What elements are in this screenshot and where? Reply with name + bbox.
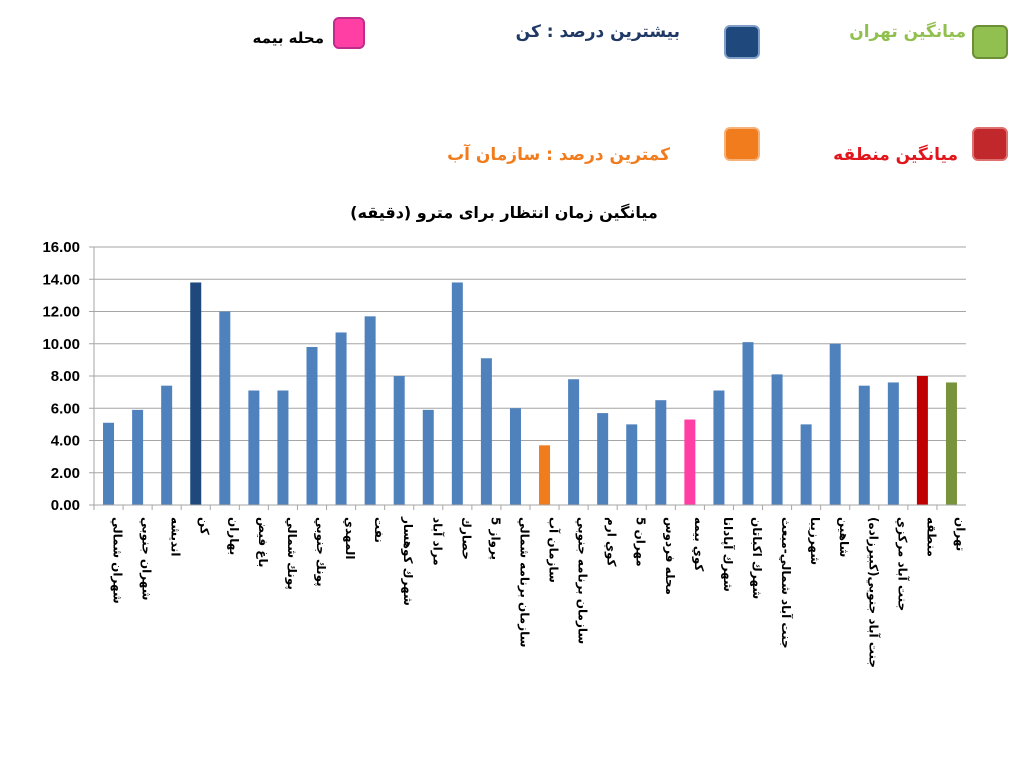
x-tick-label: نفت — [372, 517, 386, 543]
bar — [887, 382, 899, 505]
bar — [539, 445, 551, 505]
bar — [858, 385, 870, 505]
bar — [306, 346, 318, 505]
x-tick-label: كن — [198, 517, 212, 535]
x-tick-label: شاهين — [837, 517, 851, 557]
bar — [335, 332, 347, 505]
legend-tehran-label: میانگین تهران — [849, 22, 966, 42]
legend-bimeh-label: محله بیمه — [252, 29, 324, 47]
bar — [684, 419, 696, 505]
x-tick-label: سازمان آب — [547, 517, 562, 583]
legend-max-label: بیشترین درصد : کن — [515, 22, 680, 42]
y-tick-label: 4.00 — [51, 433, 80, 450]
x-tick-label: بهاران — [227, 517, 241, 555]
bar — [916, 376, 928, 505]
bar — [742, 342, 754, 505]
x-tick-label: كوي ارم — [604, 517, 619, 567]
y-axis: 16.00 14.00 12.00 10.00 8.00 6.00 4.00 2.00 0.00 — [42, 239, 95, 514]
legend-tehran-swatch — [972, 25, 1008, 59]
y-tick-label: 14.00 — [42, 271, 80, 288]
x-tick-label: شهران جنوبي — [139, 517, 154, 600]
x-tick-label: پرواز 5 — [487, 517, 502, 560]
x-tick-label: شهرزيبا — [808, 517, 822, 565]
x-tick-label: المهدي — [343, 517, 357, 560]
bar — [509, 408, 521, 505]
x-tick-label: جنت آباد مركزي — [895, 517, 910, 611]
x-tick-label: شهرك كوهسار — [400, 516, 415, 606]
x-tick-label: اندیشه — [169, 517, 183, 557]
x-tick-label: سازمان برنامه جنوبي — [575, 517, 590, 644]
bar — [568, 379, 580, 505]
bar — [190, 282, 202, 505]
y-tick-label: 10.00 — [42, 336, 80, 353]
bar — [771, 374, 783, 505]
legend-min-swatch — [724, 127, 760, 161]
x-tick-label: حصارك — [459, 517, 473, 560]
bar — [945, 382, 957, 505]
bar — [132, 409, 144, 505]
y-tick-label: 12.00 — [42, 304, 80, 321]
bar — [480, 358, 492, 505]
legend-bimeh-swatch — [333, 17, 365, 49]
bar — [219, 311, 231, 505]
bar — [451, 282, 463, 505]
bar — [655, 400, 667, 505]
x-tick-label: سازمان برنامه شمالي — [517, 517, 531, 647]
y-tick-label: 8.00 — [51, 368, 80, 385]
bar — [422, 409, 434, 505]
chart-title: میانگین زمان انتظار برای مترو (دقیقه) — [350, 203, 658, 222]
bar — [713, 390, 725, 505]
bar — [364, 316, 376, 505]
x-tick-label: شهرك آپادانا — [721, 517, 736, 592]
x-tick-label: تهران — [953, 517, 967, 551]
x-axis: شهران شمالي شهران جنوبي اندیشه كن بهاران باغ … — [93, 504, 967, 668]
bar — [393, 376, 405, 505]
bar — [103, 422, 115, 505]
bar — [277, 390, 289, 505]
bar — [161, 385, 173, 505]
y-tick-label: 2.00 — [51, 465, 80, 482]
x-tick-label: شهران شمالي — [111, 517, 125, 604]
legend-max-swatch — [724, 25, 760, 59]
bar — [626, 424, 638, 505]
x-tick-label: باغ فيض — [256, 517, 270, 568]
bar — [597, 413, 609, 505]
bar — [800, 424, 812, 505]
x-tick-label: مهران 5 — [634, 517, 648, 567]
x-tick-label: كوي بيمه — [691, 517, 706, 571]
x-tick-label: جنت آباد شمالي-مبعث — [779, 517, 794, 649]
x-tick-label: جنت آباد جنوبي(كبيرزاده) — [865, 517, 881, 668]
bar — [248, 390, 260, 505]
legend-region-label: میانگین منطقه — [833, 145, 958, 165]
x-tick-label: محله فردوس — [662, 517, 677, 595]
x-tick-label: منطقه — [924, 517, 938, 557]
bar — [829, 343, 841, 505]
x-tick-label: شهرك اكباتان — [750, 517, 764, 599]
legend-region-swatch — [972, 127, 1008, 161]
y-tick-label: 0.00 — [51, 497, 80, 514]
y-tick-label: 16.00 — [42, 239, 80, 256]
x-tick-label: پونك شمالي — [284, 517, 299, 590]
chart-bars — [103, 282, 957, 505]
y-tick-label: 6.00 — [51, 400, 80, 417]
x-tick-label: مراد آباد — [430, 517, 445, 566]
x-tick-label: پونك جنوبي — [313, 517, 328, 587]
legend-min-label: کمترین درصد : سازمان آب — [447, 145, 670, 165]
